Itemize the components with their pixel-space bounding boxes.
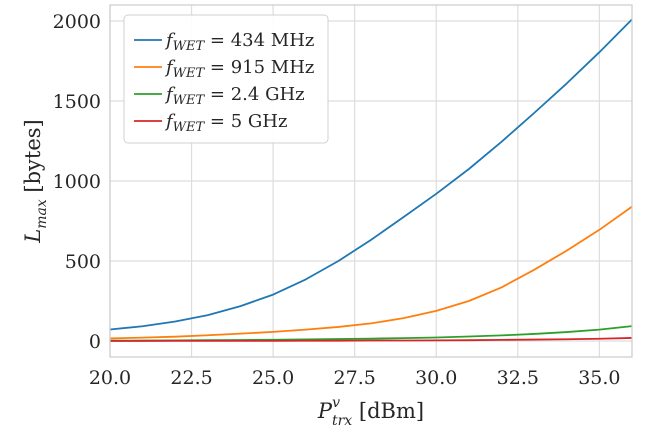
- series-line: [110, 337, 633, 342]
- legend-label: fWET = 5 GHz: [164, 111, 287, 135]
- legend-label-subscript: WET: [173, 120, 206, 135]
- legend-entry: fWET = 2.4 GHz: [134, 84, 305, 108]
- y-tick-labels: 0 500 1000 1500 2000: [53, 11, 101, 353]
- legend-label: fWET = 2.4 GHz: [164, 84, 305, 108]
- legend-label-value: = 2.4 GHz: [204, 84, 304, 105]
- x-tick-label: 35.0: [578, 367, 620, 389]
- y-tick-label: 2000: [53, 11, 101, 33]
- legend-entry: fWET = 915 MHz: [134, 57, 314, 81]
- x-tick-label: 27.5: [334, 367, 376, 389]
- x-axis-label-superscript: v: [332, 395, 340, 411]
- legend-label-value: = 915 MHz: [204, 57, 314, 78]
- x-tick-label: 20.0: [89, 367, 131, 389]
- y-tick-label: 500: [65, 251, 101, 273]
- legend-label-value: = 5 GHz: [204, 111, 287, 132]
- plot-frame: [109, 4, 633, 358]
- x-tick-label: 30.0: [415, 367, 457, 389]
- legend-label: fWET = 915 MHz: [164, 57, 314, 81]
- x-tick-labels: 20.0 22.5 25.0 27.5 30.0 32.5 35.0: [89, 367, 621, 389]
- x-axis-label-unit: [dBm]: [352, 399, 424, 423]
- x-tick-label: 25.0: [252, 367, 294, 389]
- y-axis-label-subscript: max: [34, 199, 50, 229]
- legend-label-value: = 434 MHz: [204, 30, 314, 51]
- y-axis-label-unit: [bytes]: [21, 119, 45, 199]
- legend-label-subscript: WET: [173, 66, 206, 81]
- legend: fWET = 434 MHz fWET = 915 MHz fWET = 2.4…: [123, 14, 329, 144]
- legend-label-subscript: WET: [173, 93, 206, 108]
- legend-box: [123, 14, 329, 144]
- y-tick-label: 1500: [53, 91, 101, 113]
- x-tick-label: 22.5: [170, 367, 212, 389]
- y-axis-label-var: L: [21, 229, 45, 244]
- y-tick-label: 0: [89, 331, 101, 353]
- y-axis-label: Lmax [bytes]: [21, 119, 50, 244]
- legend-label-subscript: WET: [173, 39, 206, 54]
- series-line: [109, 205, 633, 340]
- y-tick-label: 1000: [53, 171, 101, 193]
- legend-entry: fWET = 434 MHz: [134, 30, 314, 54]
- x-axis-label-subscript: trx: [332, 413, 352, 426]
- x-axis-label-var: P: [317, 399, 333, 423]
- legend-entry: fWET = 5 GHz: [134, 111, 287, 135]
- series-lines: [109, 18, 633, 342]
- x-tick-label: 32.5: [497, 367, 539, 389]
- series-line: [109, 18, 633, 331]
- x-axis-label: Pv trx [dBm]: [317, 395, 424, 426]
- legend-label: fWET = 434 MHz: [164, 30, 314, 54]
